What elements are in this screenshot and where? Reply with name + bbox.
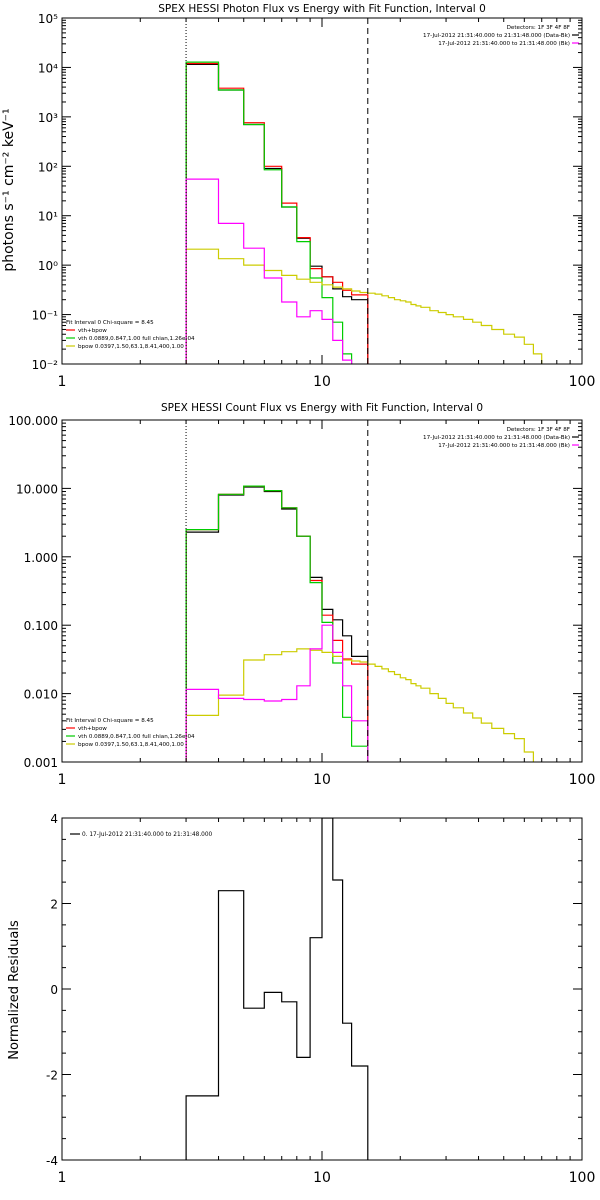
series-bk <box>185 178 353 364</box>
legend-text: 17-Jul-2012 21:31:40.000 to 21:31:48.000… <box>423 435 570 441</box>
plot-area <box>185 61 543 364</box>
series-data-bk <box>185 63 369 364</box>
x-tick-label: 100 <box>569 374 596 390</box>
legend-text: Fit Interval 0 Chi-square = 8.45 <box>66 320 154 326</box>
series-vth <box>185 485 369 762</box>
y-axis-label: Normalized Residuals <box>7 920 22 1060</box>
y-tick-label: 10⁵ <box>38 12 58 26</box>
residuals-panel: Normalized Residuals 1 10 100 -4 -2 0 2 4 0. 17-… <box>7 812 596 1186</box>
legend-text: 17-Jul-2012 21:31:40.000 to 21:31:48.000… <box>423 33 570 39</box>
legend-text: bpow 0.0397,1.50,63.1,8.41,400,1.00 <box>78 344 184 350</box>
legend-text: Detectors: 1F 3F 4F 8F <box>507 427 570 433</box>
y-tick-label: -4 <box>46 1154 58 1168</box>
legend-text: bpow 0.0397,1.50,63.1,8.41,400,1.00 <box>78 742 184 748</box>
x-tick-label: 10 <box>313 1170 331 1186</box>
x-tick-label: 100 <box>569 772 596 788</box>
y-tick-label: 10.000 <box>16 482 58 496</box>
series-bpow <box>185 648 534 762</box>
plot-area <box>185 485 534 762</box>
y-tick-label: 10⁻¹ <box>32 309 59 323</box>
series-residuals <box>185 818 369 1160</box>
y-tick-label: 10² <box>38 160 58 174</box>
y-tick-label: 0 <box>50 983 58 997</box>
x-tick-label: 1 <box>58 374 67 390</box>
series-data-bk <box>185 486 369 762</box>
y-tick-label: 10⁻² <box>32 358 59 372</box>
legend-text: vth+bpow <box>78 726 107 732</box>
series-vth+bpow <box>185 62 369 364</box>
series-bpow <box>185 248 543 364</box>
x-tick-label: 1 <box>58 1170 67 1186</box>
photon-flux-panel: SPEX HESSI Photon Flux vs Energy with Fi… <box>1 3 595 390</box>
count-flux-panel: SPEX HESSI Count Flux vs Energy with Fit… <box>8 402 595 788</box>
y-tick-label: 0.001 <box>24 756 58 770</box>
x-tick-label: 10 <box>313 772 331 788</box>
y-tick-label: 100.000 <box>8 414 58 428</box>
y-tick-label: 10⁴ <box>38 61 58 75</box>
legend-text: 17-Jul-2012 21:31:40.000 to 21:31:48.000… <box>438 41 570 47</box>
legend-text: Detectors: 1F 3F 4F 8F <box>507 25 570 31</box>
y-tick-label: 1.000 <box>24 551 58 565</box>
series-vth+bpow <box>185 485 369 762</box>
y-tick-label: 0.010 <box>24 688 58 702</box>
y-tick-label: 0.100 <box>24 619 58 633</box>
y-axis-label: photons s⁻¹ cm⁻² keV⁻¹ <box>1 108 17 271</box>
y-tick-label: 4 <box>50 812 58 826</box>
legend-text: Fit Interval 0 Chi-square = 8.45 <box>66 718 154 724</box>
y-tick-label: -2 <box>46 1069 58 1083</box>
y-tick-label: 10³ <box>38 111 58 125</box>
x-tick-label: 10 <box>313 374 331 390</box>
series-vth <box>185 61 353 364</box>
x-tick-label: 100 <box>569 1170 596 1186</box>
legend-text: vth+bpow <box>78 328 107 334</box>
chart-title: SPEX HESSI Photon Flux vs Energy with Fi… <box>158 3 486 15</box>
legend-text: 0. 17-Jul-2012 21:31:40.000 to 21:31:48.… <box>82 832 213 838</box>
series-bk <box>185 624 369 762</box>
plot-area <box>185 818 369 1160</box>
y-tick-label: 2 <box>50 898 58 912</box>
chart-title: SPEX HESSI Count Flux vs Energy with Fit… <box>161 402 483 414</box>
legend-text: vth 0.0889,0.847,1.00 full chian,1.26e-0… <box>78 336 195 342</box>
legend-text: vth 0.0889,0.847,1.00 full chian,1.26e-0… <box>78 734 195 740</box>
y-tick-label: 10¹ <box>38 210 58 224</box>
legend-text: 17-Jul-2012 21:31:40.000 to 21:31:48.000… <box>438 443 570 449</box>
x-tick-label: 1 <box>58 772 67 788</box>
y-tick-label: 10⁰ <box>38 259 58 273</box>
